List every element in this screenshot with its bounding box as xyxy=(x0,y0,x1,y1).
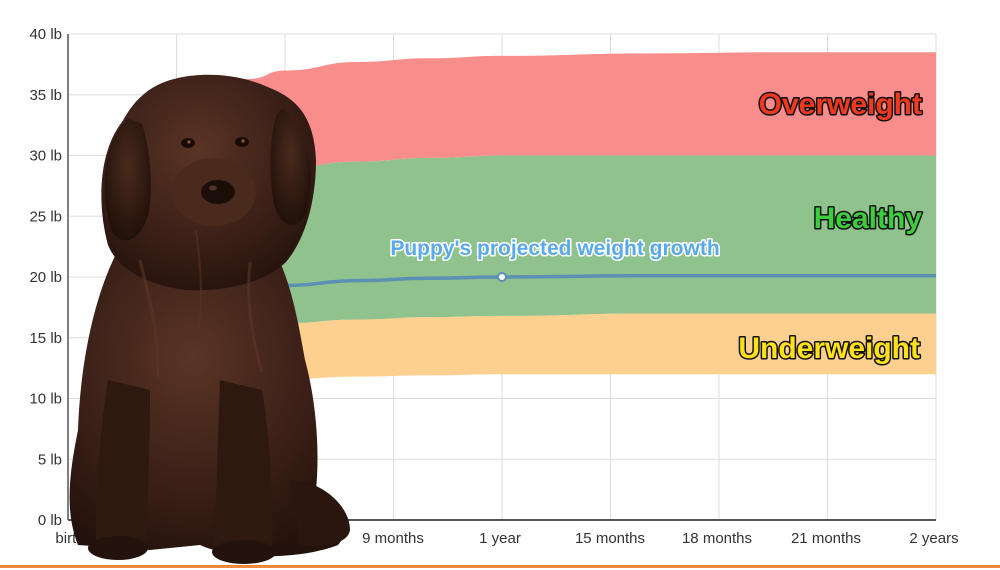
x-tick-label: 2 years xyxy=(909,530,958,547)
weight-bands xyxy=(140,52,937,393)
y-tick-label: 10 lb xyxy=(29,391,62,408)
y-tick-label: 5 lb xyxy=(38,451,62,468)
y-tick-label: 15 lb xyxy=(29,330,62,347)
x-tick-label: 9 months xyxy=(362,530,424,547)
chart-labels: Underweight Healthy Overweight Puppy's proj… xyxy=(389,87,924,367)
y-tick-label: 35 lb xyxy=(29,87,62,104)
y-tick-label: 30 lb xyxy=(29,148,62,165)
puppy-image xyxy=(69,74,350,564)
y-tick-label: 25 lb xyxy=(29,208,62,225)
x-axis-ticks: 9 months 1 year 15 months 18 months 21 month… xyxy=(362,530,958,547)
x-tick-label: 18 months xyxy=(682,530,752,547)
series-label: Puppy's projected weight growth xyxy=(390,237,719,260)
x-tick-label: 15 months xyxy=(575,530,645,547)
band-label-healthy: Healthy xyxy=(814,202,923,235)
series-marker xyxy=(497,272,507,282)
band-label-overweight: Overweight xyxy=(759,88,922,121)
y-tick-label: 0 lb xyxy=(38,512,62,529)
y-tick-label: 20 lb xyxy=(29,269,62,286)
x-tick-label: 1 year xyxy=(479,530,521,547)
bottom-rule xyxy=(0,565,1000,568)
band-underweight xyxy=(140,313,937,393)
x-tick-label: 21 months xyxy=(791,530,861,547)
band-label-underweight: Underweight xyxy=(738,332,920,365)
band-overweight xyxy=(140,52,937,217)
band-healthy xyxy=(140,155,937,344)
y-tick-label: 40 lb xyxy=(29,26,62,43)
